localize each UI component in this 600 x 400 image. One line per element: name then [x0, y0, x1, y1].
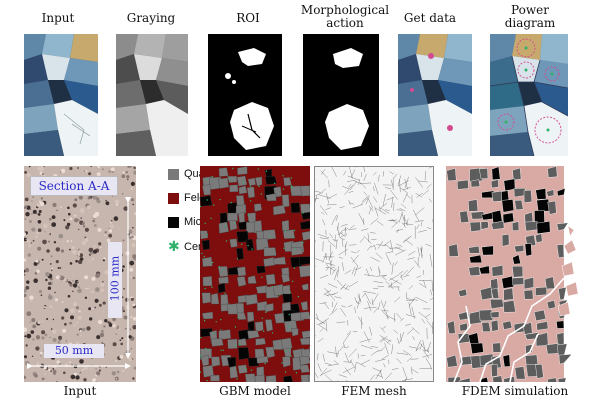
thin-section-input-image: [24, 34, 98, 156]
label-graying: Graying: [126, 11, 176, 25]
granite-specimen-image: Section A-A 100 mm 50 mm: [24, 166, 136, 382]
label-fdem-simulation: FDEM simulation: [461, 384, 569, 398]
legend-swatch-feldspar: [168, 192, 179, 204]
legend-swatch-mica: [168, 216, 179, 228]
legend-swatch-quartz: [168, 168, 179, 180]
label-power-diagram: Power diagram: [490, 4, 570, 30]
dimension-arrows: [27, 197, 131, 369]
label-roi: ROI: [236, 11, 260, 25]
section-label-box: Section A-A: [30, 176, 118, 196]
label-get-data: Get data: [403, 11, 457, 25]
label-morph-line2: action: [326, 16, 364, 30]
width-label: 50 mm: [54, 344, 94, 357]
section-title: Section A-A: [38, 179, 110, 193]
label-power-line2: diagram: [504, 16, 556, 30]
label-bottom-input: Input: [63, 384, 97, 398]
label-morphological-action: Morphological action: [295, 4, 395, 30]
centroid-star-icon: ✱: [168, 238, 180, 254]
label-morph-line1: Morphological: [300, 3, 390, 17]
height-label-box: 100 mm: [108, 242, 122, 318]
fem-mesh-image: [314, 166, 434, 382]
width-label-box: 50 mm: [44, 344, 104, 358]
power-diagram-image: [490, 34, 568, 156]
get-data-image: [398, 34, 472, 156]
label-fem-mesh: FEM mesh: [341, 384, 407, 398]
label-power-line1: Power: [511, 3, 549, 17]
label-top-input: Input: [41, 11, 75, 25]
gbm-model-image: [200, 166, 310, 382]
fdem-simulation-image: [440, 166, 580, 382]
label-gbm-model: GBM model: [219, 384, 291, 398]
grayscale-image: [116, 34, 188, 156]
roi-binary-image: [208, 34, 282, 156]
morphological-image: [303, 34, 379, 156]
